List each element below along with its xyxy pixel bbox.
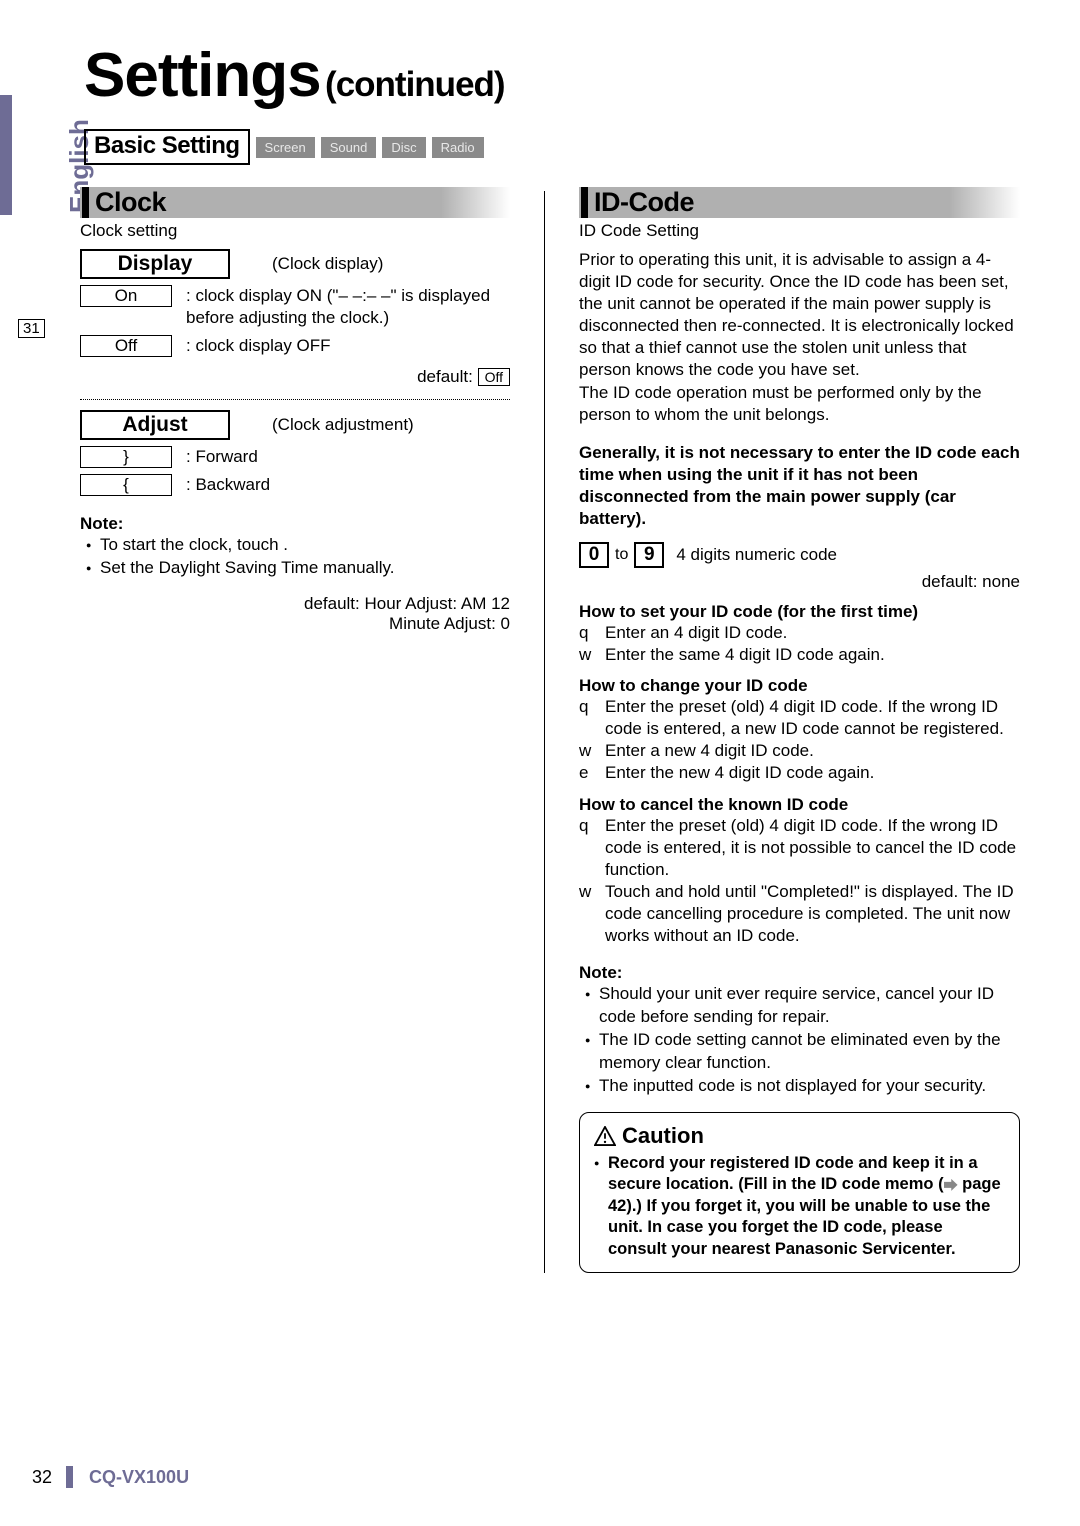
mode-screen-button[interactable]: Screen <box>256 137 315 158</box>
caution-head: Caution <box>594 1123 1005 1149</box>
idcode-default: default: none <box>579 572 1020 592</box>
caution-list: Record your registered ID code and keep … <box>594 1153 1005 1260</box>
clock-heading-text: Clock <box>82 187 510 218</box>
mode-radio-button[interactable]: Radio <box>432 137 484 158</box>
mode-sound-button[interactable]: Sound <box>321 137 377 158</box>
howto-cancel-steps: qEnter the preset (old) 4 digit ID code.… <box>579 815 1020 948</box>
howto-change-head: How to change your ID code <box>579 676 1020 696</box>
clock-intro: Clock setting <box>80 221 510 241</box>
idcode-heading: ID-Code <box>579 187 1020 218</box>
footer-accent <box>66 1466 73 1488</box>
caution-title: Caution <box>622 1123 704 1149</box>
clock-divider <box>80 399 510 400</box>
display-off-button[interactable]: Off <box>80 335 172 357</box>
idcode-column: ID-Code ID Code Setting Prior to operati… <box>579 187 1020 1273</box>
clock-note-list: To start the clock, touch . Set the Dayl… <box>86 534 510 580</box>
basic-setting-button[interactable]: Basic Setting <box>84 129 250 165</box>
digits-label: 4 digits numeric code <box>676 545 837 565</box>
page-title: Settings <box>84 41 321 110</box>
page-title-row: Settings (continued) <box>84 40 1020 111</box>
adjust-paren: (Clock adjustment) <box>272 415 414 435</box>
idcode-intro: ID Code Setting <box>579 221 1020 241</box>
idcode-note-item: The ID code setting cannot be eliminated… <box>585 1029 1020 1075</box>
idcode-note-item: The inputted code is not displayed for y… <box>585 1075 1020 1098</box>
adjust-backward-text: : Backward <box>186 474 510 496</box>
idcode-body: Prior to operating this unit, it is advi… <box>579 249 1020 382</box>
display-on-button[interactable]: On <box>80 285 172 307</box>
clock-note-item: Set the Daylight Saving Time manually. <box>86 557 510 580</box>
adjust-button[interactable]: Adjust <box>80 410 230 440</box>
display-default: default: Off <box>80 367 510 387</box>
step: qEnter the preset (old) 4 digit ID code.… <box>579 815 1020 881</box>
mode-disc-button[interactable]: Disc <box>382 137 425 158</box>
digits-row: 0 to 9 4 digits numeric code <box>579 542 1020 568</box>
idcode-note-head: Note: <box>579 963 1020 983</box>
step: wEnter the same 4 digit ID code again. <box>579 644 1020 666</box>
adjust-forward-button[interactable]: } <box>80 446 172 468</box>
step: wTouch and hold until "Completed!" is di… <box>579 881 1020 947</box>
warning-icon <box>594 1126 616 1146</box>
digit-0-button[interactable]: 0 <box>579 542 609 568</box>
page-subtitle: (continued) <box>325 65 505 104</box>
step: qEnter the preset (old) 4 digit ID code.… <box>579 696 1020 740</box>
footer-model: CQ-VX100U <box>89 1467 189 1488</box>
idcode-bold: Generally, it is not necessary to enter … <box>579 442 1020 530</box>
clock-heading: Clock <box>80 187 510 218</box>
display-paren: (Clock display) <box>272 254 383 274</box>
clock-note-head: Note: <box>80 514 510 534</box>
adjust-backward-button[interactable]: { <box>80 474 172 496</box>
arrow-icon <box>944 1179 958 1191</box>
idcode-heading-text: ID-Code <box>581 187 1020 218</box>
caution-item: Record your registered ID code and keep … <box>594 1153 1005 1260</box>
howto-cancel-head: How to cancel the known ID code <box>579 795 1020 815</box>
caution-text-pre: Record your registered ID code and keep … <box>608 1154 978 1193</box>
step: wEnter a new 4 digit ID code. <box>579 740 1020 762</box>
footer-page: 32 <box>32 1467 52 1488</box>
column-divider <box>544 191 545 1273</box>
idcode-note-item: Should your unit ever require service, c… <box>585 983 1020 1029</box>
step: eEnter the new 4 digit ID code again. <box>579 762 1020 784</box>
clock-default-hour: default: Hour Adjust: AM 12 <box>80 594 510 614</box>
caution-box: Caution Record your registered ID code a… <box>579 1112 1020 1273</box>
howto-change-steps: qEnter the preset (old) 4 digit ID code.… <box>579 696 1020 784</box>
howto-set-steps: qEnter an 4 digit ID code. wEnter the sa… <box>579 622 1020 666</box>
digits-to: to <box>615 546 628 564</box>
display-default-value: Off <box>478 368 510 386</box>
step: qEnter an 4 digit ID code. <box>579 622 1020 644</box>
display-on-text: : clock display ON ("– –:– –" is display… <box>186 285 510 329</box>
display-button[interactable]: Display <box>80 249 230 279</box>
clock-note-item: To start the clock, touch . <box>86 534 510 557</box>
basic-setting-row: Basic Setting Screen Sound Disc Radio <box>84 129 1020 165</box>
clock-default-minute: Minute Adjust: 0 <box>80 614 510 634</box>
display-off-text: : clock display OFF <box>186 335 510 357</box>
digit-9-button[interactable]: 9 <box>634 542 664 568</box>
howto-set-head: How to set your ID code (for the first t… <box>579 602 1020 622</box>
adjust-forward-text: : Forward <box>186 446 510 468</box>
clock-defaults: default: Hour Adjust: AM 12 Minute Adjus… <box>80 594 510 634</box>
footer: 32 CQ-VX100U <box>32 1466 189 1488</box>
idcode-note-list: Should your unit ever require service, c… <box>585 983 1020 1098</box>
clock-column: Clock Clock setting Display (Clock displ… <box>80 187 510 1273</box>
idcode-body2: The ID code operation must be performed … <box>579 382 1020 426</box>
display-default-label: default: <box>417 367 473 386</box>
